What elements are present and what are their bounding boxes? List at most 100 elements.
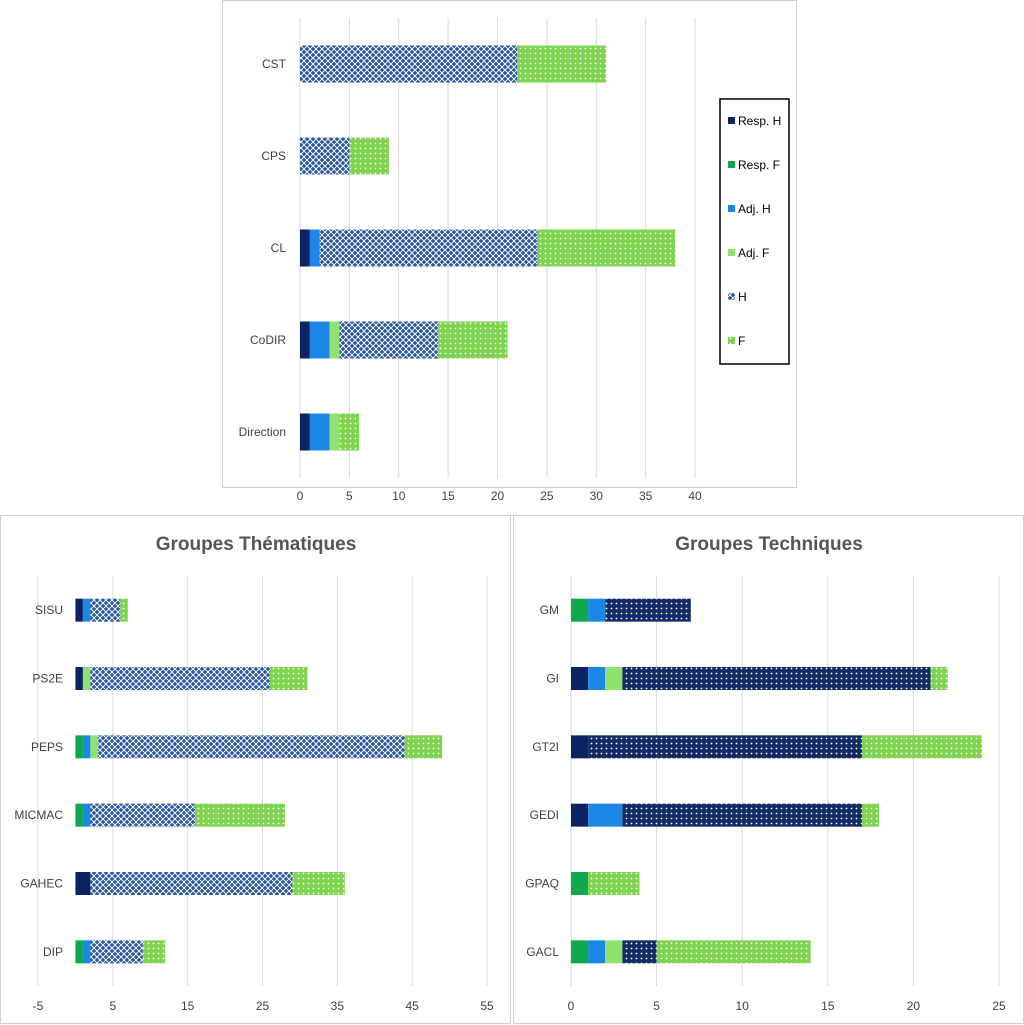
bar-cl-h bbox=[319, 229, 537, 267]
bar-gacl-f bbox=[656, 940, 811, 964]
y-tick-label-gpaq: GPAQ bbox=[525, 877, 559, 891]
bar-dip-h bbox=[90, 940, 143, 964]
x-tick-label: 15 bbox=[441, 489, 455, 503]
bar-gi-adj-f bbox=[605, 667, 623, 690]
x-tick-label: 40 bbox=[688, 489, 702, 503]
bar-sisu-h bbox=[90, 598, 121, 622]
bar-gacl-adj-h bbox=[588, 940, 606, 964]
bar-direction-resp-h bbox=[300, 413, 310, 451]
chart-panel-structures: 0 5 10 15 20 25 30 35 40 CST CPS CL CoDIR Direction Re… bbox=[222, 0, 797, 503]
legend-label-resp-f: Resp. F bbox=[738, 158, 780, 172]
bar-peps-adj-f bbox=[90, 735, 98, 759]
chart-groupes-techniques: Groupes Techniques 0 5 10 15 20 25 GM GI GT2I GED… bbox=[525, 534, 1006, 1013]
bar-gpaq-resp-f bbox=[571, 872, 589, 895]
bar-codir-resp-h bbox=[300, 321, 310, 359]
bar-gacl-resp-f bbox=[571, 940, 589, 964]
y-tick-label-gi: GI bbox=[546, 672, 559, 686]
x-tick-label: 20 bbox=[491, 489, 505, 503]
bar-micmac-f bbox=[195, 803, 285, 827]
bar-peps-h bbox=[97, 735, 405, 759]
legend-swatch-h bbox=[728, 293, 735, 300]
bar-gm-h bbox=[605, 598, 691, 622]
bar-dip-adj-h bbox=[82, 940, 91, 964]
x-tick-label: 25 bbox=[992, 999, 1006, 1013]
y-tick-label-codir: CoDIR bbox=[250, 333, 286, 347]
bar-ps2e-f bbox=[269, 667, 308, 690]
x-tick-label: 5 bbox=[653, 999, 660, 1013]
y-tick-label-gacl: GACL bbox=[526, 945, 559, 959]
bar-codir-adj-f bbox=[329, 321, 340, 359]
x-tick-label: 5 bbox=[109, 999, 116, 1013]
legend-swatch-adj-h bbox=[728, 205, 735, 212]
x-tick-label: 10 bbox=[392, 489, 406, 503]
chart-panel-groupes-thematiques: Groupes Thématiques -5 5 15 25 35 45 55 SISU PS2… bbox=[0, 515, 511, 1024]
legend: Resp. H Resp. F Adj. H Adj. F H F bbox=[719, 98, 790, 365]
bar-peps-f bbox=[404, 735, 443, 759]
x-tick-label: 0 bbox=[297, 489, 304, 503]
y-tick-label-gahec: GAHEC bbox=[20, 877, 63, 891]
bar-cl-adj-h bbox=[309, 229, 320, 267]
legend-label-adj-f: Adj. F bbox=[738, 246, 769, 260]
bar-direction-f bbox=[339, 413, 360, 451]
bar-gacl-adj-f bbox=[605, 940, 623, 964]
x-tick-label: 5 bbox=[346, 489, 353, 503]
y-tick-label-cl: CL bbox=[271, 241, 287, 255]
bar-gedi-h bbox=[622, 803, 863, 827]
bar-cps-h bbox=[300, 137, 350, 175]
bar-cst-h bbox=[300, 45, 518, 83]
bar-codir-f bbox=[438, 321, 508, 359]
chart-panel-groupes-techniques: Groupes Techniques 0 5 10 15 20 25 GM GI GT2I GED… bbox=[513, 515, 1024, 1024]
bar-gi-adj-h bbox=[588, 667, 606, 690]
legend-label-f: F bbox=[738, 334, 745, 348]
legend-swatch-adj-f bbox=[728, 249, 735, 256]
bar-micmac-adj-h bbox=[82, 803, 91, 827]
y-tick-label-sisu: SISU bbox=[35, 603, 63, 617]
bar-peps-resp-f bbox=[75, 735, 83, 759]
legend-swatch-resp-h bbox=[728, 117, 735, 124]
bar-peps-adj-h bbox=[82, 735, 91, 759]
y-tick-label-dip: DIP bbox=[43, 945, 63, 959]
bar-sisu-resp-h bbox=[75, 598, 83, 622]
bar-gi-f bbox=[930, 667, 948, 690]
bar-gacl-h bbox=[622, 940, 657, 964]
bar-cl-resp-h bbox=[300, 229, 310, 267]
bar-gi-resp-h bbox=[571, 667, 589, 690]
y-tick-label-cps: CPS bbox=[261, 149, 286, 163]
bar-micmac-resp-f bbox=[75, 803, 83, 827]
bar-codir-h bbox=[339, 321, 439, 359]
x-tick-label: 45 bbox=[405, 999, 419, 1013]
legend-swatch-resp-f bbox=[728, 161, 735, 168]
bar-ps2e-resp-h bbox=[75, 667, 83, 690]
bar-gm-resp-f bbox=[571, 598, 589, 622]
bar-gpaq-f bbox=[588, 872, 640, 895]
y-tick-label-gt2i: GT2I bbox=[532, 740, 559, 754]
bar-dip-resp-f bbox=[75, 940, 83, 964]
bar-direction-adj-f bbox=[329, 413, 340, 451]
bar-cl-f bbox=[537, 229, 676, 267]
bar-gedi-adj-h bbox=[588, 803, 623, 827]
bar-gahec-resp-h bbox=[75, 872, 91, 895]
bar-gm-adj-h bbox=[588, 598, 606, 622]
bar-codir-adj-h bbox=[309, 321, 330, 359]
x-tick-label: 35 bbox=[639, 489, 653, 503]
bar-ps2e-h bbox=[90, 667, 270, 690]
x-tick-label: 0 bbox=[568, 999, 575, 1013]
y-tick-label-gm: GM bbox=[540, 603, 559, 617]
legend-box bbox=[719, 98, 790, 365]
x-tick-label: 20 bbox=[907, 999, 921, 1013]
x-tick-label: 35 bbox=[331, 999, 345, 1013]
bar-dip-f bbox=[142, 940, 166, 964]
bar-cps-f bbox=[349, 137, 389, 175]
y-tick-label-direction: Direction bbox=[239, 425, 286, 439]
y-tick-label-ps2e: PS2E bbox=[32, 672, 63, 686]
chart-structures: 0 5 10 15 20 25 30 35 40 CST CPS CL CoDIR Direction Re… bbox=[239, 18, 790, 503]
y-tick-label-gedi: GEDI bbox=[530, 808, 559, 822]
x-tick-label: 55 bbox=[480, 999, 494, 1013]
chart-groupes-thematiques: Groupes Thématiques -5 5 15 25 35 45 55 SISU PS2… bbox=[14, 534, 494, 1013]
legend-swatch-f bbox=[728, 337, 735, 344]
x-tick-label: 30 bbox=[590, 489, 604, 503]
bar-ps2e-adj-f bbox=[82, 667, 91, 690]
chart-title: Groupes Thématiques bbox=[156, 534, 357, 555]
legend-label-adj-h: Adj. H bbox=[738, 202, 771, 216]
x-tick-label: -5 bbox=[33, 999, 44, 1013]
